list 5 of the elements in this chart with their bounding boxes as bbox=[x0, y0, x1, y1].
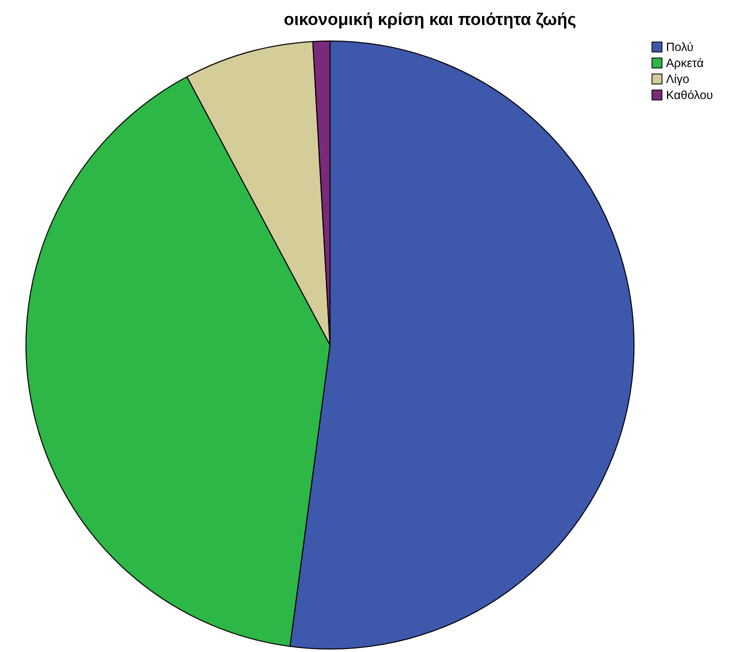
legend-label: Λίγο bbox=[666, 72, 690, 86]
legend-label: Πολύ bbox=[666, 40, 694, 54]
chart-title: οικονομική κρίση και ποιότητα ζωής bbox=[284, 10, 576, 29]
legend-label: Αρκετά bbox=[666, 56, 704, 70]
legend-label: Καθόλου bbox=[666, 88, 713, 102]
